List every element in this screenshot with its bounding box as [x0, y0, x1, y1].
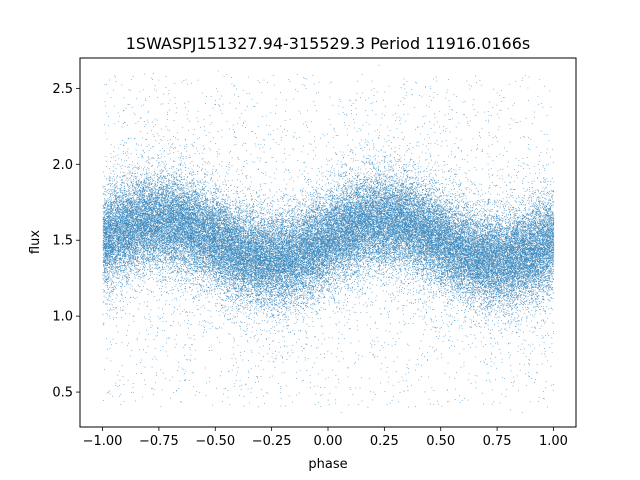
data-points: [102, 64, 555, 414]
x-tick-label: 0.25: [370, 434, 399, 449]
chart-title: 1SWASPJ151327.94-315529.3 Period 11916.0…: [126, 34, 531, 53]
y-tick-label: 2.5: [52, 82, 73, 97]
x-axis-label: phase: [308, 457, 347, 472]
y-tick-label: 0.5: [52, 386, 73, 401]
x-tick-label: 0.75: [483, 434, 512, 449]
y-axis-ticks: 0.5 1.0 1.5 2.0 2.5: [52, 82, 80, 401]
x-tick-label: 0.00: [314, 434, 343, 449]
y-axis-label: flux: [28, 230, 43, 254]
y-tick-label: 1.5: [52, 234, 73, 249]
x-tick-label: −1.00: [83, 434, 123, 449]
x-tick-label: 0.50: [426, 434, 455, 449]
x-tick-label: −0.25: [252, 434, 292, 449]
x-axis-ticks: −1.00 −0.75 −0.50 −0.25 0.00 0.25 0.50 0.75 1.00: [83, 427, 568, 449]
y-tick-label: 1.0: [52, 310, 73, 325]
series-points: [102, 64, 555, 414]
x-tick-label: −0.50: [195, 434, 235, 449]
x-tick-label: 1.00: [539, 434, 568, 449]
y-tick-label: 2.0: [52, 158, 73, 173]
x-tick-label: −0.75: [139, 434, 179, 449]
